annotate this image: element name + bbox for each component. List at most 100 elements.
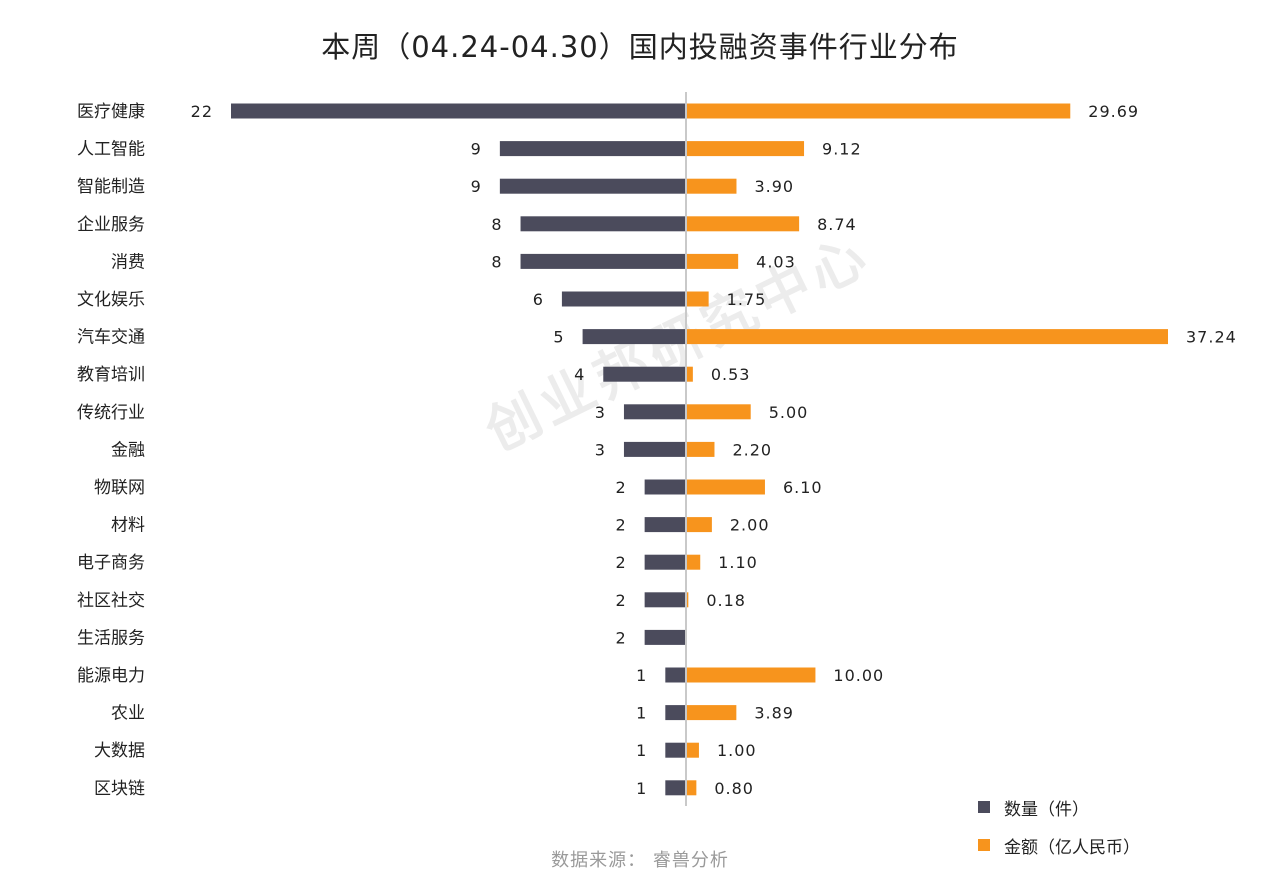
amount-data-label: 2.20 (732, 440, 772, 459)
count-data-label: 8 (491, 252, 502, 271)
amount-data-label: 1.00 (717, 741, 757, 760)
amount-bar (686, 592, 689, 608)
amount-bar (686, 479, 765, 495)
amount-bar (686, 291, 709, 307)
amount-bar (686, 329, 1168, 345)
category-label: 材料 (111, 516, 145, 536)
count-data-label: 1 (636, 666, 647, 685)
amount-data-label: 4.03 (756, 252, 796, 271)
amount-data-label: 2.00 (730, 516, 770, 535)
count-bar (623, 441, 686, 457)
amount-bar (686, 742, 699, 758)
count-bar (665, 780, 686, 796)
count-bar (561, 291, 686, 307)
count-data-label: 1 (636, 741, 647, 760)
amount-data-label: 9.12 (822, 140, 862, 159)
count-bar (499, 141, 686, 157)
amount-bar (686, 253, 739, 269)
amount-data-label: 29.69 (1088, 102, 1139, 121)
count-bar (644, 592, 686, 608)
legend: 数量（件） 金额（亿人民币） (978, 788, 1140, 864)
category-label: 生活服务 (77, 628, 145, 648)
count-data-label: 1 (636, 779, 647, 798)
category-label: 物联网 (94, 478, 145, 498)
amount-bar (686, 554, 701, 570)
amount-data-label: 8.74 (817, 215, 857, 234)
amount-data-label: 0.18 (706, 591, 746, 610)
amount-data-label: 0.80 (714, 779, 754, 798)
legend-label-count: 数量（件） (1004, 799, 1089, 820)
legend-label-amount: 金额（亿人民币） (1004, 837, 1140, 858)
amount-data-label: 3.89 (754, 704, 794, 723)
count-bar (582, 329, 686, 345)
amount-data-label: 5.00 (769, 403, 809, 422)
amount-bar (686, 404, 751, 420)
chart-title: 本周（04.24-04.30）国内投融资事件行业分布 (321, 30, 959, 64)
category-label: 教育培训 (77, 365, 145, 385)
count-bar (520, 216, 686, 232)
amount-bar (686, 441, 715, 457)
category-label: 医疗健康 (77, 102, 145, 122)
count-data-label: 2 (615, 591, 626, 610)
amount-bar (686, 178, 737, 194)
count-data-label: 5 (553, 328, 564, 347)
category-label: 社区社交 (77, 591, 145, 611)
count-data-label: 1 (636, 704, 647, 723)
category-label: 区块链 (94, 779, 145, 799)
count-bar (231, 103, 686, 119)
count-data-label: 3 (595, 440, 606, 459)
count-data-label: 3 (595, 403, 606, 422)
amount-bar (686, 141, 805, 157)
category-label: 文化娱乐 (77, 290, 145, 310)
count-bar (499, 178, 686, 194)
count-bar (665, 742, 686, 758)
amount-data-label: 10.00 (833, 666, 884, 685)
amount-data-label: 3.90 (754, 177, 794, 196)
amount-bar (686, 366, 693, 382)
category-label: 汽车交通 (77, 328, 145, 348)
category-label: 能源电力 (77, 666, 145, 686)
count-bar (644, 554, 686, 570)
category-label: 消费 (111, 252, 145, 272)
count-data-label: 8 (491, 215, 502, 234)
amount-bar (686, 667, 816, 683)
amount-bar (686, 216, 800, 232)
amount-data-label: 6.10 (783, 478, 823, 497)
legend-swatch-count (978, 801, 990, 813)
amount-bar (686, 780, 697, 796)
count-data-label: 9 (471, 140, 482, 159)
count-bar (644, 517, 686, 533)
count-data-label: 2 (615, 553, 626, 572)
count-bar (603, 366, 686, 382)
count-data-label: 2 (615, 516, 626, 535)
legend-item-count: 数量（件） (978, 788, 1140, 826)
count-bar (623, 404, 686, 420)
legend-swatch-amount (978, 839, 990, 851)
category-label: 人工智能 (77, 140, 145, 160)
count-bar (665, 705, 686, 721)
category-label: 大数据 (94, 741, 145, 761)
legend-item-amount: 金额（亿人民币） (978, 826, 1140, 864)
amount-bar (686, 705, 737, 721)
amount-data-label: 0.53 (711, 365, 751, 384)
amount-data-label: 1.10 (718, 553, 758, 572)
category-label: 智能制造 (77, 177, 145, 197)
category-label: 传统行业 (77, 403, 145, 423)
count-data-label: 2 (615, 628, 626, 647)
count-data-label: 2 (615, 478, 626, 497)
amount-data-label: 37.24 (1186, 328, 1237, 347)
count-data-label: 9 (471, 177, 482, 196)
amount-bar (686, 517, 712, 533)
category-label: 金融 (111, 440, 145, 460)
count-data-label: 6 (533, 290, 544, 309)
category-label: 电子商务 (77, 553, 145, 573)
category-label: 农业 (111, 704, 145, 724)
count-bar (520, 253, 686, 269)
count-bar (644, 629, 686, 645)
count-data-label: 22 (191, 102, 213, 121)
amount-bar (686, 103, 1071, 119)
category-label: 企业服务 (77, 215, 145, 235)
source-note: 数据来源： 睿兽分析 (551, 850, 729, 871)
count-bar (644, 479, 686, 495)
